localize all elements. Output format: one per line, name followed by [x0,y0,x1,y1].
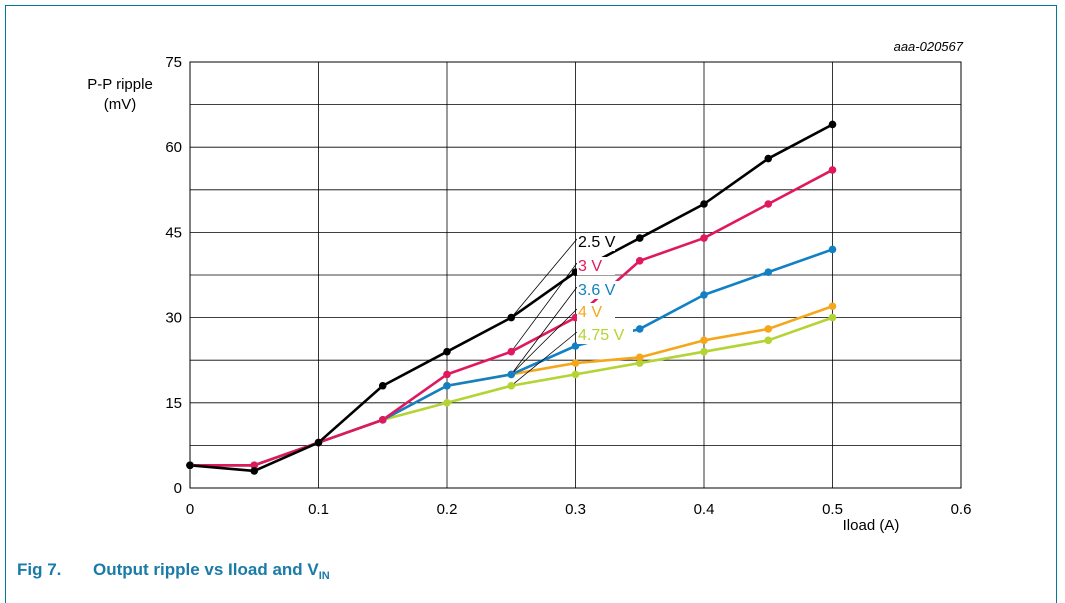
data-point-2-5-v [764,154,773,163]
data-point-2-5-v [443,347,451,356]
data-point-2-5-v [250,467,259,475]
series-label-background [577,233,615,251]
caption-number: Fig 7. [17,560,62,579]
data-point-3-6-v [828,245,837,254]
series-label-background [577,326,633,344]
data-point-4-75-v [443,399,451,407]
data-point-3-6-v [507,370,516,379]
data-point-3-v [635,257,644,265]
series-line-3-6-v [190,248,833,467]
data-point-2-5-v [828,120,837,129]
data-point-3-v [443,370,451,379]
x-tick-label: 0.4 [694,501,715,518]
x-tick-label: 0.2 [437,501,458,518]
x-tick-label: 0.3 [565,501,586,518]
caption-text: Output ripple vs Iload and V [93,560,319,579]
data-point-4-75-v [828,313,837,322]
x-axis-label: Iload (A) [843,517,900,534]
leader-line [510,308,578,375]
data-point-2-5-v [635,234,644,242]
data-point-4-v [828,302,837,311]
data-point-2-5-v [186,461,194,470]
series-label-2-5-v: 2.5 V [578,234,616,251]
data-point-3-6-v [635,325,644,333]
data-point-3-v [764,200,773,208]
data-point-2-5-v [314,438,323,447]
series-label-4-75-v: 4.75 V [578,327,625,344]
data-point-3-6-v [700,291,708,299]
leader-line [510,262,578,352]
legend-leader-lines [510,238,578,387]
data-point-4-75-v [635,359,644,367]
series-label-background [577,281,623,299]
x-tick-label: 0.5 [822,501,843,518]
series-line-4-75-v [190,316,833,467]
data-point-2-5-v [507,313,516,322]
y-tick-label: 0 [174,480,182,497]
figure-frame [5,5,1057,603]
data-point-4-v [635,353,644,362]
data-point-3-v [378,416,387,424]
data-point-4-75-v [764,336,773,345]
data-point-4-v [700,336,708,345]
figure-caption: Fig 7. Output ripple vs Iload and VIN [17,560,330,582]
data-point-3-6-v [571,342,580,350]
data-point-3-6-v [443,381,451,390]
series-label-3-6-v: 3.6 V [578,282,616,299]
data-point-4-75-v [571,370,580,379]
leader-line [510,286,578,375]
y-axis-label-line2: (mV) [104,96,137,113]
data-point-2-5-v [378,381,387,390]
x-tick-label: 0.1 [308,501,329,518]
y-tick-label: 30 [165,310,182,327]
series-labels: 2.5 V 3 V 3.6 V 4 V 4.75 V [577,233,633,344]
x-tick-label: 0 [186,501,194,518]
data-point-3-v [250,461,259,470]
data-point-3-v [507,347,516,356]
data-point-4-v [764,325,773,333]
series-label-background [577,257,615,275]
caption-subscript: IN [318,570,330,582]
series-lines [189,123,834,473]
axis-tick-labels: 0 0.1 0.2 0.3 0.4 0.5 0.6 0 15 30 45 60 75 [165,54,971,518]
leader-line [510,238,578,318]
series-markers [186,120,837,475]
y-tick-label: 45 [165,224,182,241]
series-label-3-v: 3 V [578,258,602,275]
y-axis-label-line1: P-P ripple [87,76,153,93]
x-tick-label: 0.6 [951,501,972,518]
leader-line [510,331,578,387]
data-point-2-5-v [700,200,708,208]
series-line-2-5-v [189,123,834,473]
data-point-3-6-v [764,268,773,276]
y-tick-label: 75 [165,54,182,71]
figure-id: aaa-020567 [894,39,964,54]
data-point-3-v [828,166,837,174]
data-point-4-75-v [507,381,516,390]
y-tick-label: 60 [165,139,182,156]
data-point-3-v [700,234,708,242]
y-tick-label: 15 [165,395,182,412]
data-point-4-v [571,359,580,367]
series-label-4-v: 4 V [578,304,602,321]
series-label-background [577,303,615,321]
data-point-4-75-v [700,347,708,356]
